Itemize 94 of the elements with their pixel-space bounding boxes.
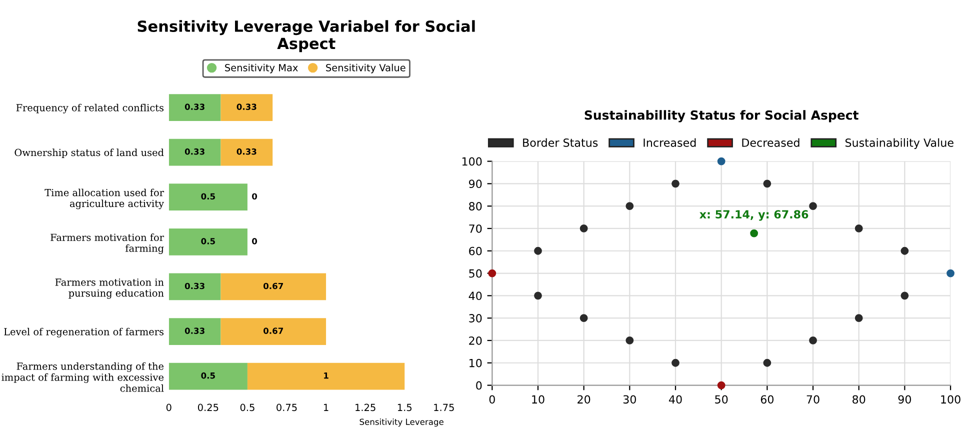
x-tick-label: 70 — [806, 395, 820, 404]
bar — [168, 94, 221, 121]
y-tick-label: 70 — [469, 224, 482, 233]
x-tick-label: 1.75 — [434, 404, 454, 412]
x-tick-label: 0.25 — [198, 404, 218, 412]
x-tick-label: 10 — [532, 395, 544, 404]
data-label: 0.33 — [184, 104, 204, 110]
point — [488, 269, 496, 278]
data-label: 0.5 — [201, 238, 215, 244]
data-label: 0 — [252, 193, 258, 200]
point — [900, 292, 909, 300]
annotation: x: 57.14, y: 67.86 — [700, 210, 808, 221]
y-tick-label: Frequency of related conflicts — [16, 104, 164, 114]
data-label: 0.5 — [201, 372, 215, 379]
y-tick-label: 100 — [462, 157, 482, 166]
x-tick-label: 0.5 — [240, 404, 254, 412]
point — [534, 292, 542, 300]
legend-label: Sensitivity Max — [225, 64, 298, 74]
y-tick-label: Farmers motivation for farming — [50, 234, 164, 254]
y-tick-label: 20 — [469, 336, 482, 345]
point — [809, 202, 817, 210]
y-tick-label: 40 — [468, 292, 482, 300]
point — [763, 180, 772, 188]
y-tick-label: Time allocation used for agriculture activity — [44, 188, 164, 210]
bar — [168, 138, 221, 166]
bar — [220, 318, 326, 345]
x-tick-label: 1 — [324, 404, 328, 411]
bar — [168, 318, 221, 345]
point — [717, 157, 726, 166]
legend-label: Sensitivity Value — [326, 64, 406, 74]
data-label: 0.33 — [184, 282, 204, 290]
x-tick-label: 0 — [166, 404, 172, 412]
data-label: 0.33 — [184, 148, 204, 155]
point — [626, 202, 634, 210]
x-tick-label: 0 — [489, 395, 495, 404]
bar — [220, 138, 273, 166]
x-tick-label: 0.75 — [276, 404, 297, 412]
bar — [168, 184, 248, 211]
bar — [168, 228, 248, 256]
x-tick-label: 100 — [941, 395, 960, 404]
point — [580, 314, 588, 322]
data-label: 0.33 — [184, 328, 204, 334]
x-tick-label: 1.25 — [356, 404, 376, 412]
bar — [220, 94, 273, 121]
point — [763, 358, 772, 367]
x-tick-label: 80 — [852, 395, 866, 404]
x-tick-label: 20 — [578, 395, 590, 404]
data-label: 0.33 — [236, 104, 256, 110]
y-tick-label: 10 — [470, 358, 482, 368]
point — [854, 314, 863, 322]
point — [672, 180, 680, 188]
chart-title: Sensitivity Leverage Variabel for Social Aspect — [138, 20, 475, 52]
legend-label: Border Status — [523, 138, 598, 147]
data-label: 0.33 — [236, 148, 256, 155]
point — [580, 224, 588, 232]
y-tick-label: 90 — [468, 180, 482, 188]
point — [809, 336, 817, 344]
bar — [220, 273, 326, 300]
bar — [168, 273, 221, 300]
point — [672, 358, 680, 367]
data-label: 0.67 — [264, 328, 283, 334]
legend-label: Increased — [644, 138, 696, 147]
x-tick-label: 1.5 — [398, 404, 412, 412]
point — [854, 224, 863, 232]
y-tick-label: Level of regeneration of farmers — [4, 328, 164, 338]
point — [717, 381, 726, 390]
data-label: 0 — [252, 238, 258, 244]
data-label: 0.5 — [201, 193, 215, 200]
x-tick-label: 90 — [898, 395, 912, 404]
y-tick-label: 60 — [469, 246, 482, 256]
data-label: 1 — [324, 372, 328, 379]
x-tick-label: 40 — [668, 395, 682, 404]
y-tick-label: 0 — [476, 381, 482, 390]
y-tick-label: 30 — [469, 314, 482, 322]
y-tick-label: 80 — [469, 202, 482, 210]
point — [946, 269, 954, 278]
x-tick-label: 30 — [623, 395, 636, 404]
y-tick-label: 50 — [469, 269, 482, 278]
bar — [168, 362, 248, 390]
y-tick-label: Ownership status of land used — [14, 148, 164, 158]
point — [626, 336, 634, 344]
chart-title: Sustainabillity Status for Social Aspect — [584, 110, 858, 122]
point — [750, 229, 758, 238]
point — [900, 246, 909, 255]
point — [534, 246, 542, 255]
y-tick-label: Farmers understanding of the impact of farming with excessive chemical — [2, 362, 164, 392]
x-axis-title: Sensitivity Leverage — [360, 418, 444, 427]
data-label: 0.67 — [264, 282, 283, 290]
legend-label: Sustainability Value — [845, 138, 954, 150]
x-tick-label: 60 — [760, 395, 774, 404]
bar — [247, 362, 405, 390]
y-tick-label: Farmers motivation in pursuing education — [55, 278, 164, 299]
x-tick-label: 50 — [715, 395, 728, 404]
legend-label: Decreased — [742, 138, 800, 147]
